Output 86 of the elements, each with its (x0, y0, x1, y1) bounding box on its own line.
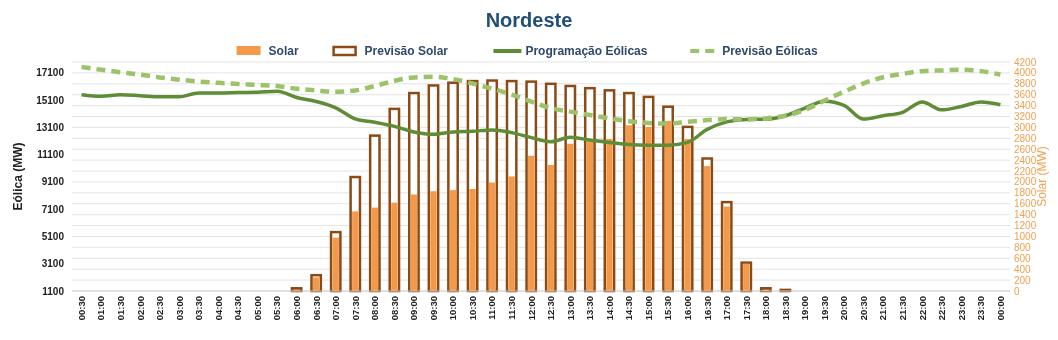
x-tick-label: 02:30 (154, 296, 166, 321)
x-tick-label: 06:00 (290, 296, 302, 321)
x-tick-label: 18:00 (760, 296, 772, 321)
x-tick-label: 12:00 (525, 296, 537, 321)
x-tick-label: 21:30 (897, 296, 908, 321)
y-tick-label: 11100 (37, 149, 65, 161)
y-tick-label: 15100 (36, 94, 65, 106)
y2-tick-label: 1200 (1014, 220, 1037, 232)
y2-tick-label: 3600 (1014, 89, 1037, 101)
y2-tick-label: 4200 (1014, 56, 1037, 68)
x-tick-label: 10:30 (466, 296, 478, 321)
x-tick-label: 07:30 (349, 296, 361, 321)
x-tick-label: 22:30 (936, 296, 948, 321)
x-tick-label: 16:00 (681, 296, 693, 321)
x-tick-label: 12:30 (545, 296, 557, 321)
x-tick-label: 13:00 (564, 296, 576, 321)
y-tick-label: 7100 (41, 203, 65, 215)
y2-axis-title: Solar (MW) (1035, 146, 1049, 207)
x-tick-label: 01:30 (115, 296, 126, 321)
x-tick-label: 11:00 (486, 296, 498, 320)
x-tick-label: 14:00 (603, 296, 615, 321)
x-tick-label: 09:00 (408, 296, 420, 321)
x-tick-label: 07:00 (330, 296, 342, 321)
x-tick-label: 20:00 (838, 296, 850, 321)
x-tick-label: 04:30 (232, 296, 244, 321)
x-tick-label: 09:30 (427, 296, 439, 321)
x-tick-label: 00:30 (75, 296, 87, 321)
y-tick-label: 5100 (41, 230, 65, 242)
x-tick-label: 06:30 (310, 296, 322, 321)
y2-tick-label: 1000 (1014, 230, 1037, 242)
legend-label: Previsão Solar (364, 44, 449, 59)
x-tick-label: 01:00 (95, 296, 107, 321)
y2-tick-label: 3000 (1014, 121, 1037, 133)
legend-label: Programação Eólicas (525, 44, 648, 59)
legend-label: Previsão Eólicas (722, 44, 818, 59)
y2-tick-label: 2600 (1014, 143, 1037, 155)
x-tick-label: 23:30 (975, 296, 987, 321)
y-axis-title: Eólica (MW) (11, 142, 25, 211)
y2-tick-label: 0 (1014, 285, 1020, 297)
y2-tick-label: 1800 (1014, 187, 1037, 199)
y-tick-label: 3100 (41, 258, 65, 270)
y-tick-label: 13100 (36, 121, 65, 133)
y2-tick-label: 600 (1014, 252, 1032, 264)
x-tick-label: 18:30 (779, 296, 791, 321)
x-tick-label: 15:00 (642, 296, 654, 321)
x-tick-label: 03:00 (173, 296, 185, 321)
x-tick-label: 23:00 (955, 296, 967, 321)
y-tick-label: 1100 (42, 285, 65, 297)
y2-tick-label: 3400 (1014, 100, 1037, 112)
x-tick-label: 08:30 (388, 296, 400, 321)
y2-tick-label: 2400 (1014, 154, 1037, 166)
y2-tick-label: 200 (1014, 274, 1032, 286)
x-tick-label: 17:00 (721, 296, 733, 321)
x-tick-label: 11:30 (506, 296, 517, 320)
x-tick-label: 03:30 (193, 296, 205, 321)
x-tick-label: 04:00 (212, 296, 224, 321)
y2-tick-label: 2800 (1014, 132, 1037, 144)
y2-tick-label: 1600 (1014, 198, 1037, 210)
x-tick-label: 22:00 (916, 296, 928, 321)
x-tick-label: 19:00 (799, 296, 811, 321)
y2-tick-label: 4000 (1014, 67, 1037, 79)
x-tick-label: 13:30 (584, 296, 596, 321)
x-tick-label: 08:00 (369, 296, 381, 321)
y-tick-label: 9100 (41, 176, 65, 188)
y2-tick-label: 800 (1014, 241, 1032, 253)
x-tick-label: 19:30 (818, 296, 830, 321)
y2-tick-label: 3800 (1014, 78, 1037, 90)
y-tick-label: 17100 (36, 67, 65, 79)
x-tick-label: 15:30 (662, 296, 674, 321)
x-tick-label: 00:00 (994, 296, 1006, 321)
x-tick-label: 05:00 (251, 296, 263, 321)
x-tick-label: 16:30 (701, 296, 713, 321)
x-tick-label: 21:00 (877, 296, 889, 321)
x-tick-label: 02:00 (134, 296, 146, 321)
x-tick-label: 10:00 (447, 296, 459, 321)
x-tick-label: 17:30 (740, 296, 752, 321)
x-tick-label: 14:30 (623, 296, 635, 321)
legend-label: Solar (268, 44, 299, 59)
x-tick-label: 20:30 (857, 296, 869, 321)
y2-tick-label: 2200 (1014, 165, 1037, 177)
y2-tick-label: 3200 (1014, 111, 1037, 123)
x-tick-label: 05:30 (271, 296, 283, 321)
chart-title: Nordeste (485, 9, 573, 31)
y2-tick-label: 400 (1014, 263, 1032, 275)
y2-tick-label: 1400 (1014, 209, 1037, 221)
y2-tick-label: 2000 (1014, 176, 1037, 188)
